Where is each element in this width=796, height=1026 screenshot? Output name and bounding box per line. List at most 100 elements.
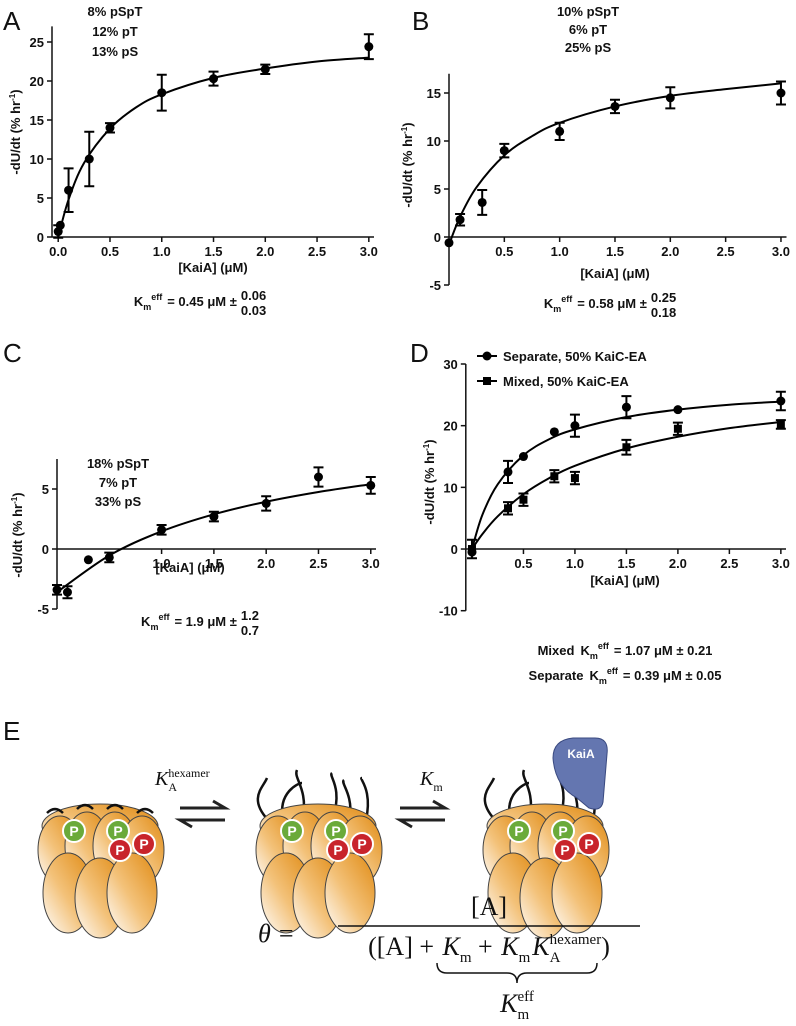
label: K <box>154 768 170 790</box>
label: ([A] + <box>368 932 440 961</box>
marker <box>550 472 559 481</box>
phosphate-label: P <box>331 823 340 839</box>
x-tick-label: 1.5 <box>606 244 624 259</box>
c-terminal-tail <box>483 777 496 821</box>
km-error-upper: 0.25 <box>651 290 676 305</box>
label: eff <box>517 989 533 1005</box>
marker <box>477 197 487 207</box>
y-tick-label: 20 <box>30 74 44 89</box>
equilibrium-arrow <box>394 818 445 829</box>
label: -dU/dt (% hr <box>8 101 23 175</box>
label: θ = <box>258 919 295 948</box>
tail-stub <box>76 803 94 810</box>
y-tick-label: 25 <box>30 35 44 50</box>
legend-marker <box>483 377 491 385</box>
km-value: = 1.9 μM ± <box>174 614 236 629</box>
label: K <box>419 768 435 790</box>
c-terminal-tail <box>360 776 370 821</box>
marker <box>673 405 683 415</box>
y-tick-label: 30 <box>443 357 457 372</box>
y-tick-label: 5 <box>37 191 44 206</box>
x-tick-label: 2.5 <box>720 556 738 571</box>
km-symbol: K <box>134 294 144 309</box>
tail-stub <box>106 803 124 810</box>
y-tick-label: 15 <box>427 86 441 101</box>
y-tick-label: 0 <box>42 542 49 557</box>
km-label: Separate <box>529 668 584 683</box>
marker <box>665 93 675 103</box>
y-tick-label: 0 <box>434 230 441 245</box>
label: -1 <box>422 443 431 451</box>
marker <box>555 126 565 136</box>
marker <box>570 474 579 483</box>
equilibrium-arrow <box>400 799 451 810</box>
label: -dU/dt (% hr <box>10 504 25 578</box>
legend-label: Separate, 50% KaiC-EA <box>503 349 647 364</box>
x-tick-label: 3.0 <box>772 556 790 571</box>
marker <box>776 420 785 429</box>
phosphate-label: P <box>333 842 342 858</box>
marker <box>504 504 513 513</box>
y-tick-label: -10 <box>439 604 458 619</box>
phosphate <box>553 838 577 862</box>
kaic-hexamer: P PP P <box>37 803 165 939</box>
marker <box>549 427 559 437</box>
phosphate <box>132 832 156 856</box>
km-sup: eff <box>561 294 573 304</box>
label: K <box>531 932 551 961</box>
km-sup: eff <box>151 292 163 302</box>
y-axis-label: -dU/dt (% hr-1) <box>400 122 415 207</box>
label: m <box>433 780 443 794</box>
annotation: 12% pT <box>92 24 138 39</box>
phosphate-label: P <box>584 836 593 852</box>
brace <box>436 962 598 984</box>
y-axis-label: -dU/dt (% hr-1) <box>422 439 437 524</box>
equilibrium-arrow <box>174 818 225 829</box>
marker <box>610 101 620 111</box>
x-tick-label: 2.0 <box>256 244 274 259</box>
x-tick-label: 3.0 <box>360 244 378 259</box>
phosphate-label: P <box>69 823 78 839</box>
marker <box>776 396 786 406</box>
phosphate-label: P <box>115 842 124 858</box>
y-axis-label: -dU/dt (% hr-1) <box>10 492 25 577</box>
marker <box>570 421 580 431</box>
label: ) <box>422 439 437 443</box>
phosphate <box>507 819 531 843</box>
label: A <box>168 780 177 794</box>
label: [A] <box>471 892 507 921</box>
km-error-lower: 0.7 <box>241 623 259 638</box>
phosphate <box>577 832 601 856</box>
phosphate-label: P <box>113 823 122 839</box>
x-tick-label: 2.0 <box>669 556 687 571</box>
label: ) <box>10 492 25 496</box>
y-tick-label: 15 <box>30 113 44 128</box>
marker <box>83 555 93 565</box>
x-tick-label: 2.5 <box>309 556 327 571</box>
marker <box>621 402 631 412</box>
phosphate-label: P <box>560 842 569 858</box>
x-tick-label: 1.0 <box>153 244 171 259</box>
fit-curve <box>471 400 781 550</box>
marker <box>519 495 528 504</box>
km-sub: m <box>599 676 607 686</box>
km-error-upper: 0.06 <box>241 288 266 303</box>
km-sup: eff <box>607 666 619 676</box>
x-tick-label: 1.0 <box>551 244 569 259</box>
y-tick-label: 10 <box>427 134 441 149</box>
y-tick-label: -5 <box>429 278 441 293</box>
equilibrium-arrow <box>180 799 231 810</box>
marker <box>313 472 323 482</box>
y-tick-label: -5 <box>37 602 49 617</box>
phosphate-label: P <box>287 823 296 839</box>
km-value: = 0.58 μM ± <box>577 296 647 311</box>
hexamer-lobe <box>324 852 376 934</box>
phosphate <box>62 819 86 843</box>
km-sub: m <box>143 302 151 312</box>
marker <box>84 154 94 164</box>
x-tick-label: 3.0 <box>362 556 380 571</box>
marker <box>518 452 528 462</box>
y-tick-label: 20 <box>443 419 457 434</box>
x-tick-label: 2.0 <box>661 244 679 259</box>
y-tick-label: 0 <box>37 230 44 245</box>
